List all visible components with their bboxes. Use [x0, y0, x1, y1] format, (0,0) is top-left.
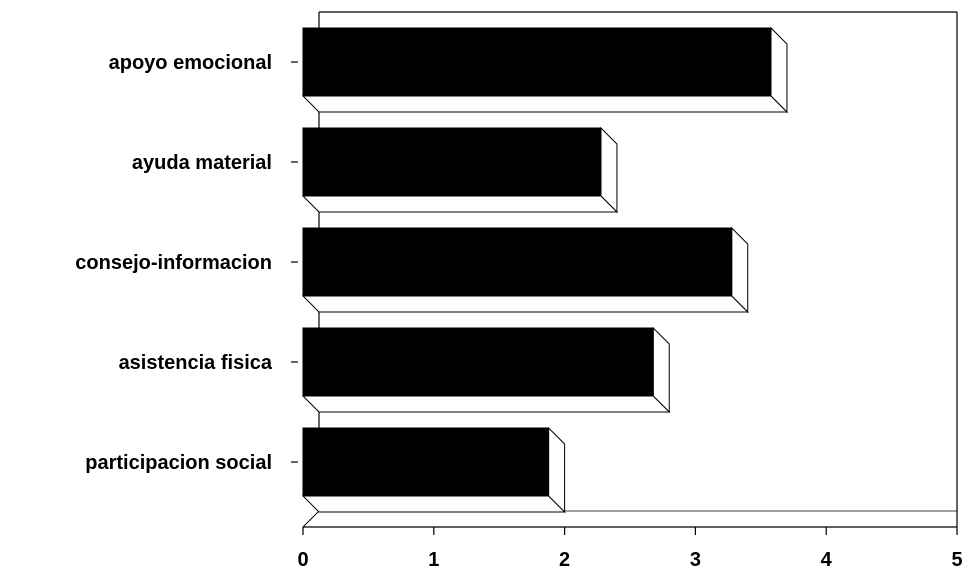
bar-consejo-informacion [302, 227, 733, 297]
bar-asistencia-fisica [302, 327, 654, 397]
bar-bottom-face [301, 495, 566, 513]
x-tick-label: 5 [951, 549, 962, 571]
bars-group [301, 26, 789, 514]
floor-depth-line [302, 510, 320, 528]
x-tick-label: 2 [559, 549, 570, 571]
x-axis-ticks: 0 1 2 3 4 5 [297, 527, 963, 571]
bar-bottom-face [301, 195, 619, 213]
x-tick-label: 3 [690, 549, 701, 571]
x-tick-label: 1 [428, 549, 439, 571]
category-labels: apoyo emocional ayuda material consejo-inf… [75, 52, 298, 474]
bar-bottom-face [301, 295, 749, 313]
category-label: ayuda material [132, 152, 272, 174]
bar-ayuda-material [302, 127, 602, 197]
category-label: apoyo emocional [109, 52, 272, 74]
x-tick-label: 4 [821, 549, 833, 571]
bar-bottom-face [301, 95, 789, 113]
x-tick-label: 0 [297, 549, 308, 571]
bar-bottom-face [301, 395, 671, 413]
bar-apoyo-emocional [302, 27, 772, 97]
category-label: participacion social [85, 452, 272, 474]
bar-participacion-social [302, 427, 550, 497]
category-label: asistencia fisica [119, 352, 273, 374]
category-label: consejo-informacion [75, 252, 272, 274]
